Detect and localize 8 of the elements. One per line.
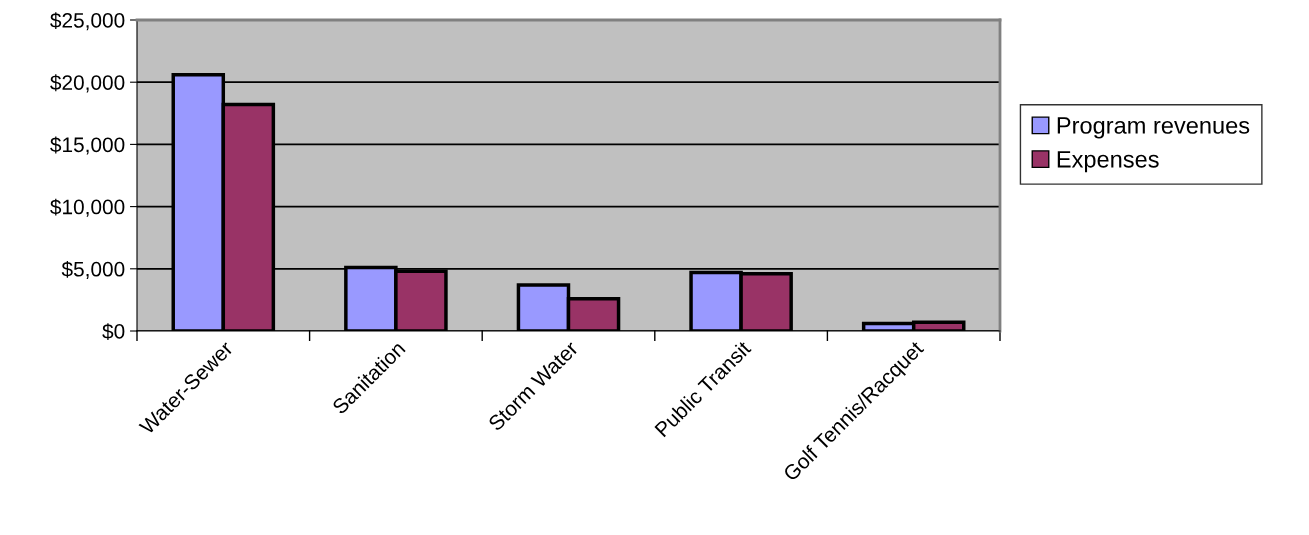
y-tick-label: $0	[102, 323, 125, 340]
y-tick-label: $5,000	[61, 260, 125, 280]
y-tick-label: $15,000	[50, 136, 125, 155]
legend-label: Expenses	[1057, 151, 1159, 173]
y-tick-label: $20,000	[50, 74, 125, 93]
legend-label: Program revenues	[1057, 117, 1250, 139]
y-tick-label: $25,000	[50, 12, 125, 31]
y-tick-label: $10,000	[50, 198, 125, 217]
